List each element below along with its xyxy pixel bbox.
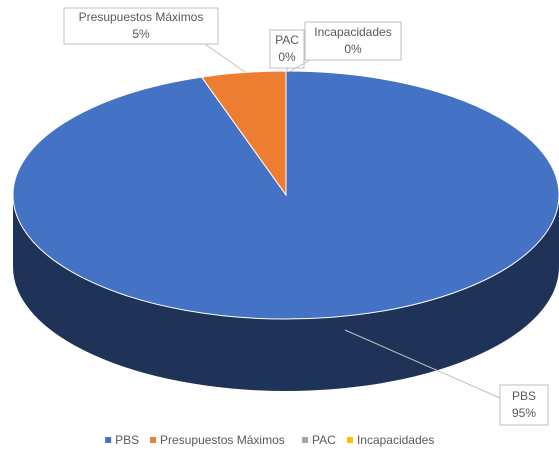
data-label-name: Presupuestos Máximos bbox=[79, 10, 204, 24]
data-label-box bbox=[63, 7, 219, 45]
leader-line bbox=[288, 59, 311, 73]
data-label-name: PBS bbox=[512, 389, 536, 403]
data-label-value: 0% bbox=[278, 50, 296, 64]
data-label-value: 95% bbox=[512, 406, 536, 420]
data-label-name: PAC bbox=[275, 33, 299, 47]
data-label-value: 5% bbox=[132, 27, 150, 41]
legend-swatch bbox=[105, 437, 112, 443]
pie-sides bbox=[13, 195, 559, 391]
legend: PBS Presupuestos Máximos PAC Incapacidades bbox=[105, 433, 434, 447]
legend-swatch bbox=[150, 437, 157, 443]
pie-side bbox=[13, 195, 559, 391]
legend-label: PBS bbox=[115, 433, 139, 447]
data-label-value: 0% bbox=[344, 42, 362, 56]
legend-label: Incapacidades bbox=[357, 433, 434, 447]
legend-label: Presupuestos Máximos bbox=[160, 433, 285, 447]
legend-swatch bbox=[346, 437, 353, 443]
leader-line bbox=[344, 329, 501, 399]
data-label-name: Incapacidades bbox=[314, 25, 391, 39]
data-label-box bbox=[269, 29, 305, 69]
data-label-box bbox=[304, 21, 402, 61]
legend-label: PAC bbox=[312, 433, 336, 447]
leader-line bbox=[204, 43, 246, 73]
data-label-box bbox=[499, 384, 549, 426]
legend-swatch bbox=[302, 437, 309, 443]
